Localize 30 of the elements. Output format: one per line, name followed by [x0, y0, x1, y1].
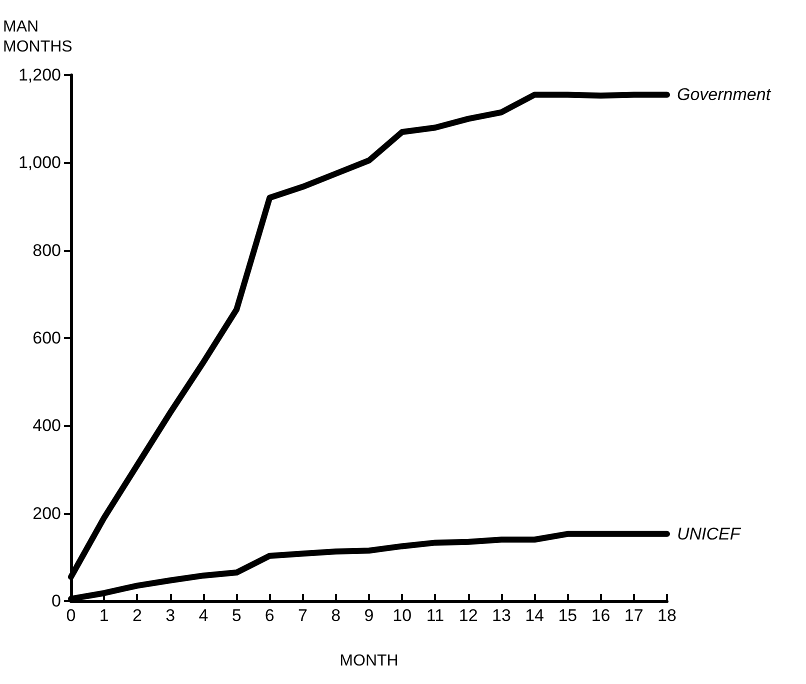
y-tick-label: 200	[32, 504, 61, 523]
x-tick-label: 6	[264, 606, 274, 625]
x-tick-label: 18	[658, 606, 676, 625]
x-tick-label: 1	[99, 606, 109, 625]
x-tick-label: 10	[392, 606, 412, 625]
y-tick-label: 600	[32, 328, 61, 348]
x-tick-label: 5	[232, 606, 242, 625]
x-tick-label: 11	[426, 606, 444, 625]
x-tick-label: 15	[558, 606, 578, 625]
series-label: UNICEF	[677, 524, 742, 544]
x-tick-label: 12	[458, 606, 478, 625]
y-tick-label: 1,200	[18, 66, 61, 84]
x-axis-title: MONTH	[340, 652, 398, 670]
x-tick-label: 9	[364, 606, 374, 625]
y-tick-label: 0	[52, 592, 61, 610]
y-tick-label: 1,000	[18, 153, 61, 172]
x-tick-label: 17	[624, 606, 644, 625]
x-tick-label: 2	[132, 606, 142, 625]
x-tick-label: 4	[198, 606, 208, 625]
x-tick-label: 13	[492, 606, 511, 625]
x-tick-label: 14	[525, 606, 544, 625]
x-tick-label: 16	[591, 606, 610, 625]
x-tick-label: 0	[66, 606, 76, 625]
x-tick-label: 7	[298, 606, 308, 625]
x-tick-label: 8	[331, 606, 341, 625]
y-tick-label: 400	[32, 416, 61, 436]
y-axis-title: MAN MONTHS	[3, 18, 72, 56]
x-tick-label: 3	[166, 606, 176, 625]
series-label: Government	[677, 85, 772, 104]
y-tick-label: 800	[32, 240, 61, 260]
